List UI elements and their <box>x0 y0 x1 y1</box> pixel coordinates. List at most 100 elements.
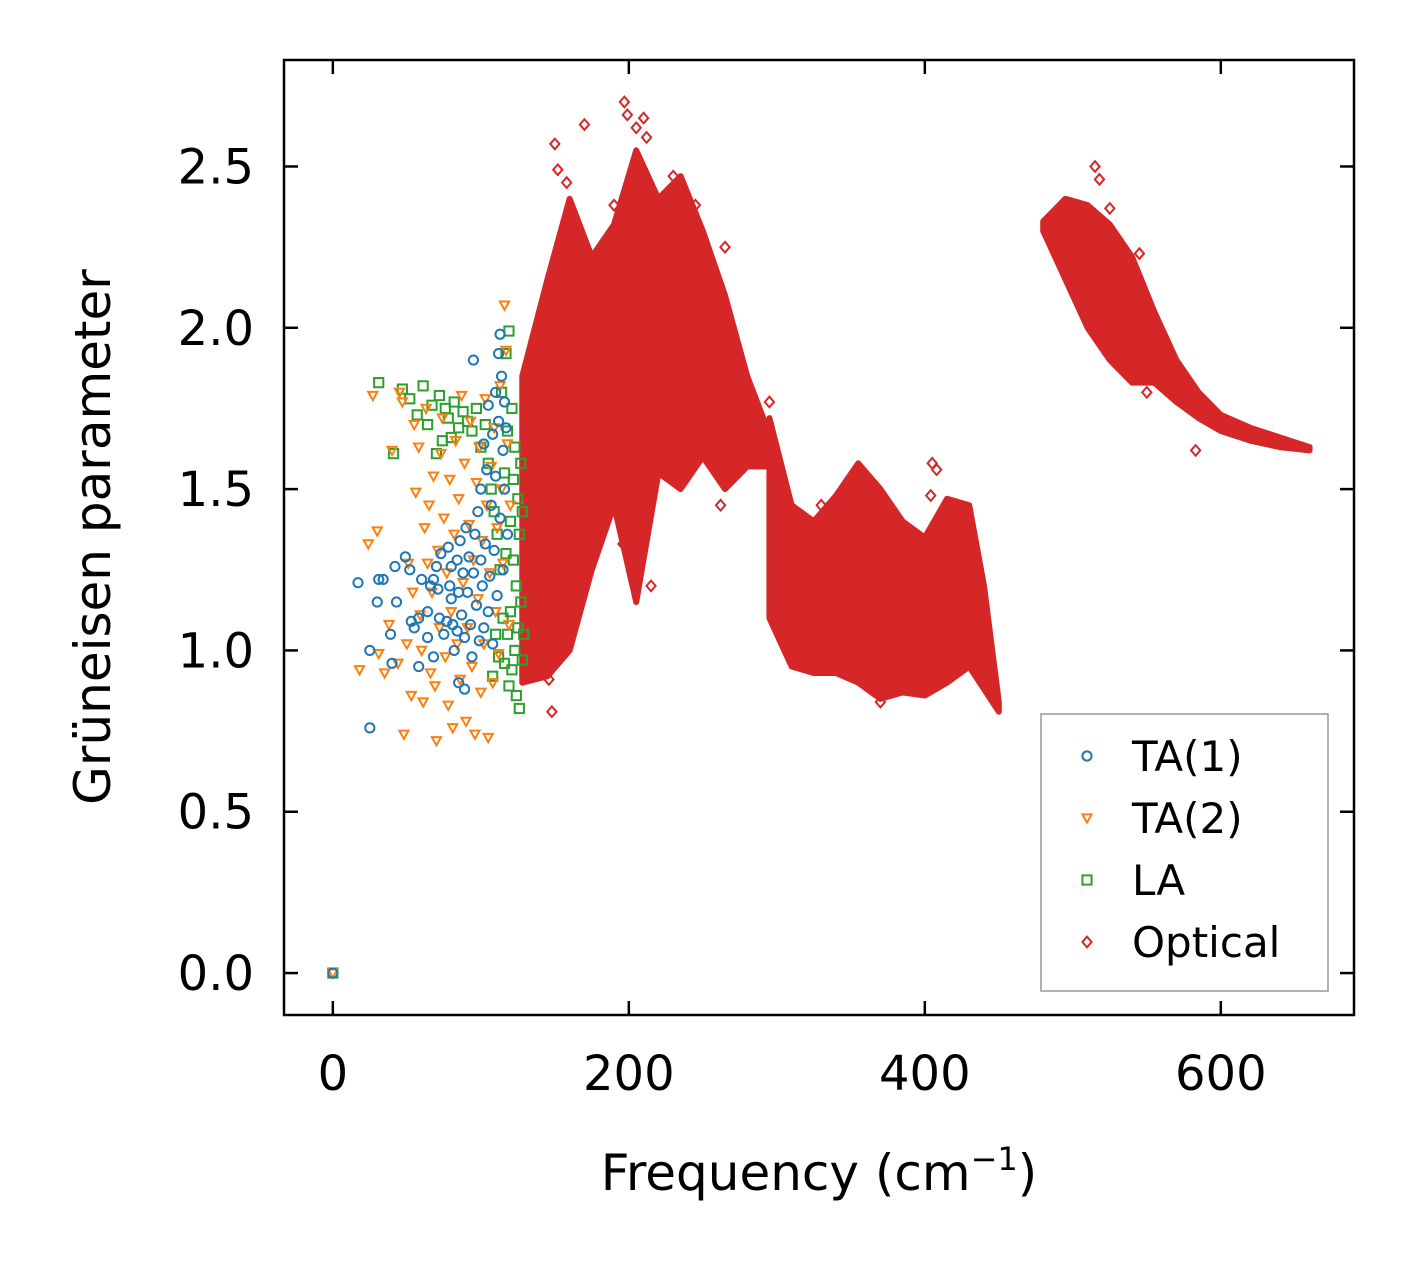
data-point <box>413 612 425 624</box>
data-point <box>445 593 457 605</box>
data-point <box>470 402 482 415</box>
data-point <box>480 500 494 512</box>
data-point <box>501 628 514 640</box>
data-point <box>500 422 512 434</box>
data-point <box>400 639 414 651</box>
legend-items: TA(1) TA(2) LA Optical <box>1080 732 1280 967</box>
data-point <box>551 162 564 177</box>
data-point <box>352 577 364 589</box>
data-point <box>421 558 434 570</box>
series-la <box>327 325 530 979</box>
data-point <box>421 631 434 644</box>
data-point <box>487 638 499 650</box>
data-point <box>512 622 524 634</box>
data-point <box>443 474 457 487</box>
data-point <box>447 529 461 541</box>
y-tick-label: 1.5 <box>178 462 254 518</box>
data-point <box>815 498 828 513</box>
data-point <box>493 381 507 393</box>
data-point <box>492 415 505 427</box>
data-point <box>637 111 650 125</box>
data-point <box>424 668 437 680</box>
data-point <box>490 523 504 535</box>
data-point <box>1093 172 1106 187</box>
data-point <box>485 483 497 495</box>
data-point <box>421 606 434 618</box>
data-point <box>492 347 505 360</box>
data-point <box>413 660 425 673</box>
data-point <box>496 558 510 570</box>
data-point <box>459 716 473 729</box>
data-point <box>412 442 425 454</box>
data-point <box>667 169 680 183</box>
data-point <box>458 683 471 695</box>
data-point <box>526 630 539 645</box>
optical-dense-band-3 <box>1040 195 1313 454</box>
data-point <box>408 622 420 634</box>
data-point <box>548 137 561 151</box>
data-point <box>507 473 519 486</box>
plot-frame <box>282 58 1356 1017</box>
data-point <box>469 528 481 540</box>
data-point <box>470 477 483 490</box>
data-point <box>930 462 943 477</box>
data-point <box>327 967 339 979</box>
data-point <box>501 439 514 451</box>
data-point <box>513 528 525 540</box>
data-point <box>467 567 480 579</box>
data-point <box>397 729 411 741</box>
data-point <box>475 554 487 566</box>
data-point <box>446 723 460 735</box>
data-point <box>417 380 429 392</box>
data-point <box>475 483 487 495</box>
data-point <box>497 444 509 456</box>
data-point <box>364 644 376 657</box>
y-axis-label: Grüneisen parameter <box>64 269 122 805</box>
data-point <box>504 500 517 512</box>
legend-marker <box>1081 935 1093 949</box>
data-point <box>416 697 430 709</box>
data-point <box>462 519 476 532</box>
data-point <box>473 635 485 647</box>
data-point <box>430 736 443 748</box>
data-point <box>498 396 511 408</box>
data-point <box>497 564 509 576</box>
data-point <box>498 300 511 312</box>
legend: TA(1) TA(2) LA Optical <box>1040 713 1329 992</box>
data-point <box>1089 159 1101 174</box>
data-point <box>492 648 505 661</box>
data-point <box>645 579 657 593</box>
data-point <box>560 175 573 190</box>
data-point <box>393 387 406 399</box>
data-point <box>435 548 447 560</box>
data-point <box>492 651 505 663</box>
legend-label: Optical <box>1132 918 1280 967</box>
data-point <box>510 580 522 592</box>
data-point <box>373 573 385 586</box>
data-point <box>488 544 500 557</box>
data-point <box>515 596 527 608</box>
data-point <box>439 652 452 664</box>
y-tick-label: 2.0 <box>178 301 254 357</box>
data-point <box>476 580 488 592</box>
data-point <box>364 722 376 734</box>
data-point <box>630 120 643 135</box>
data-point <box>463 551 475 563</box>
data-point <box>478 438 490 450</box>
x-tick-label: 0 <box>318 1046 349 1102</box>
data-point <box>458 631 471 644</box>
data-point <box>386 657 398 669</box>
legend-marker <box>1080 813 1094 825</box>
data-point <box>478 394 492 406</box>
data-point <box>504 606 517 618</box>
data-point <box>415 645 428 658</box>
data-point <box>441 615 453 627</box>
data-point <box>378 668 391 680</box>
data-point <box>608 198 620 212</box>
data-point <box>464 416 477 429</box>
data-point <box>494 328 506 340</box>
data-point <box>578 117 591 132</box>
legend-label: TA(2) <box>1131 794 1243 843</box>
